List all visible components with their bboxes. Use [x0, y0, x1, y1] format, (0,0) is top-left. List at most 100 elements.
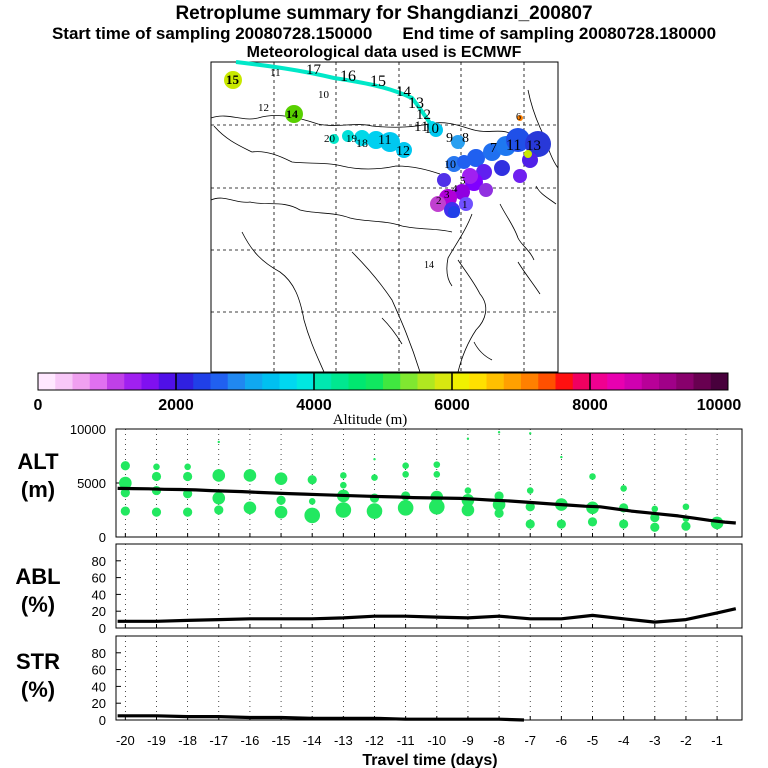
colorbar-cell [176, 373, 194, 390]
colorbar-cell [607, 373, 625, 390]
panel-ylabel: ALT [17, 449, 59, 474]
map-trajectory-label: 20 [324, 133, 336, 145]
map-trajectory-label: 6 [516, 112, 521, 123]
altitude-point [276, 495, 286, 505]
altitude-point [304, 507, 321, 524]
x-tick-label: -16 [241, 733, 260, 748]
map-trajectory-label: 3 [444, 189, 450, 201]
altitude-point [433, 461, 441, 468]
altitude-point [464, 487, 472, 494]
colorbar-cell [245, 373, 263, 390]
x-tick-label: -13 [334, 733, 353, 748]
colorbar-tick: 0 [34, 397, 43, 414]
time-series-panels: 0500010000ALT(m)020406080ABL(%)020406080… [15, 422, 743, 768]
x-tick-label: -4 [618, 733, 630, 748]
colorbar-major-dividers [175, 373, 591, 390]
altitude-point [184, 463, 191, 471]
altitude-point [651, 505, 659, 513]
x-tick-label: -17 [209, 733, 228, 748]
colorbar-cell [314, 373, 332, 390]
plume-marker [396, 142, 412, 158]
panel-frame [115, 543, 743, 629]
altitude-point [335, 502, 352, 518]
map-trajectory-label: 2 [436, 195, 442, 207]
y-tick-label: 0 [99, 530, 106, 545]
altitude-point [619, 519, 629, 529]
altitude-point [526, 487, 534, 494]
colorbar: 0 2000 4000 6000 8000 10000 Altitude (m) [34, 372, 742, 428]
map-trajectory-label: 18 [356, 136, 368, 150]
x-tick-label: -10 [427, 733, 446, 748]
altitude-point [214, 505, 224, 515]
altitude-point [681, 521, 691, 531]
altitude-point [274, 472, 288, 485]
altitude-point [120, 461, 130, 471]
x-tick-label: -19 [147, 733, 166, 748]
colorbar-tick: 6000 [434, 397, 470, 414]
map-trajectory-label: 12 [396, 144, 410, 159]
y-tick-label: 5000 [77, 476, 106, 491]
x-tick-label: -8 [493, 733, 505, 748]
sampling-times: Start time of sampling 20080728.150000 En… [0, 24, 768, 44]
colorbar-cell [693, 373, 712, 390]
altitude-point [151, 471, 162, 482]
altitude-point [308, 498, 316, 505]
altitude-point [466, 437, 470, 440]
map-trajectory-label: 17 [306, 62, 322, 78]
plume-marker [462, 168, 478, 184]
y-tick-label: 60 [92, 663, 106, 678]
plume-marker [513, 169, 527, 183]
colorbar-cell [538, 373, 556, 390]
map-gridlines [211, 62, 558, 372]
y-tick-label: 80 [92, 646, 106, 661]
plume-marker [525, 131, 551, 157]
plume-marker [430, 196, 446, 212]
x-tick-label: -9 [462, 733, 474, 748]
map-trajectory-label: 11 [506, 137, 521, 154]
altitude-point [433, 471, 441, 478]
plume-marker [459, 197, 473, 211]
altitude-point [212, 491, 226, 505]
altitude-point [620, 485, 627, 492]
map-trajectory-label: 8 [462, 131, 469, 146]
plume-marker [427, 121, 437, 131]
altitude-point [428, 498, 445, 515]
colorbar-cell [641, 373, 660, 390]
panel-ylabel-unit: (%) [21, 677, 55, 702]
altitude-point [556, 519, 566, 529]
colorbar-tick: 10000 [697, 397, 742, 414]
colorbar-tick: 2000 [158, 397, 194, 414]
plume-marker [354, 130, 370, 146]
x-tick-label: -15 [272, 733, 291, 748]
colorbar-cell [590, 373, 608, 390]
altitude-point [525, 519, 535, 529]
colorbar-cell [400, 373, 418, 390]
colorbar-cell [521, 373, 539, 390]
colorbar-cell [383, 373, 401, 390]
map-trajectory-label: 19 [346, 133, 358, 145]
colorbar-cell [417, 373, 436, 390]
altitude-point [461, 503, 475, 517]
x-tick-label: -14 [303, 733, 322, 748]
colorbar-cell [279, 373, 298, 390]
colorbar-cell [434, 373, 453, 390]
panel-frame [115, 635, 743, 721]
plume-marker [451, 135, 465, 149]
colorbar-cell [331, 373, 349, 390]
plume-marker [285, 105, 303, 123]
x-tick-label: -5 [587, 733, 599, 748]
altitude-point [402, 471, 409, 478]
map-trajectory-label: 11 [378, 133, 391, 148]
map-trajectory-label: 12 [416, 107, 431, 123]
plume-marker [457, 155, 471, 169]
x-axis: -20 -19 -18 -17 -16 -15 -14 -13 -12 -11 -10 -9 -8 -7 -… [116, 733, 723, 768]
colorbar-cell [676, 373, 694, 390]
colorbar-cell [469, 373, 487, 390]
colorbar-cell [158, 373, 177, 390]
map-trajectory-label: 1 [462, 199, 468, 211]
altitude-point [120, 506, 130, 516]
plume-marker [437, 173, 451, 187]
